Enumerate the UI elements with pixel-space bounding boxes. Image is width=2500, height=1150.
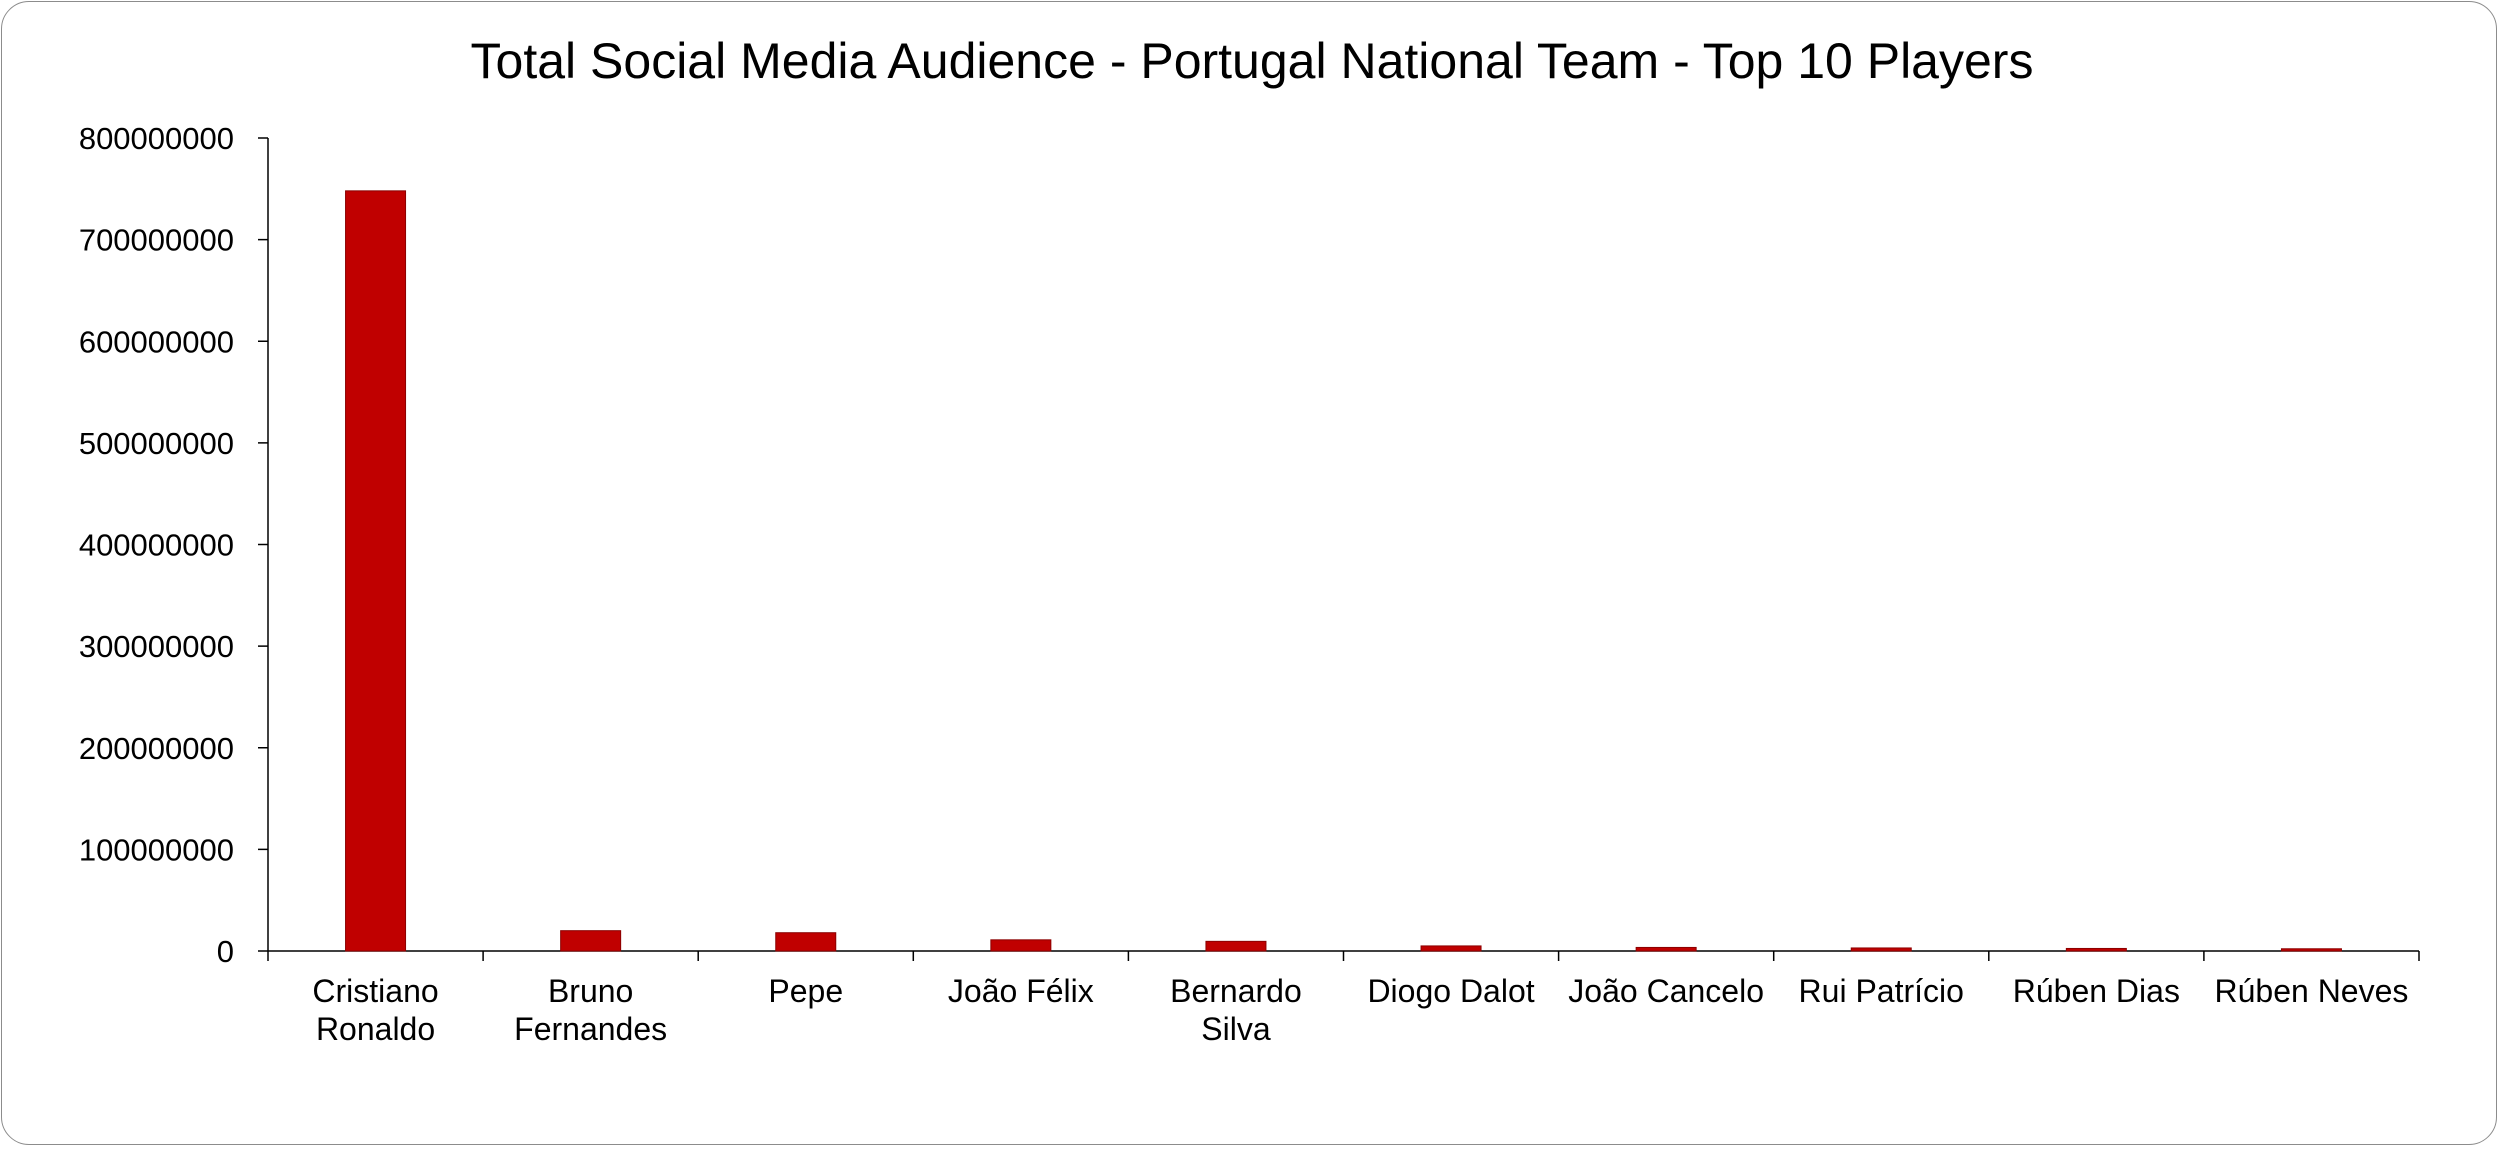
chart-title: Total Social Media Audience - Portugal N… bbox=[471, 33, 2034, 89]
x-category-label: Cristiano Ronaldo bbox=[312, 973, 438, 1047]
x-category-label-line: João Félix bbox=[948, 973, 1094, 1009]
x-category-label: Rui Patrício bbox=[1799, 973, 1964, 1009]
x-category-label: João Cancelo bbox=[1568, 973, 1764, 1009]
x-category-label: Bernardo Silva bbox=[1170, 973, 1302, 1047]
x-category-label-line: Fernandes bbox=[514, 1011, 667, 1047]
x-category-label: João Félix bbox=[948, 973, 1094, 1009]
y-tick-label: 700000000 bbox=[79, 223, 234, 258]
bar bbox=[2065, 947, 2127, 952]
x-category-label: Rúben Dias bbox=[2013, 973, 2180, 1009]
bar bbox=[560, 930, 622, 952]
x-category-label-line: Rúben Dias bbox=[2013, 973, 2180, 1009]
x-category-label: Pepe bbox=[768, 973, 843, 1009]
y-axis: 0 100000000 200000000 300000000 400000000 500… bbox=[79, 121, 269, 969]
bar bbox=[990, 939, 1052, 952]
x-category-label-line: Silva bbox=[1201, 1011, 1271, 1047]
bar bbox=[345, 190, 407, 952]
x-category-label-line: Rui Patrício bbox=[1799, 973, 1964, 1009]
bar bbox=[1205, 940, 1267, 952]
x-category-label-line: Bernardo bbox=[1170, 973, 1302, 1009]
y-tick-label: 100000000 bbox=[79, 832, 234, 867]
bars bbox=[345, 190, 2342, 952]
x-category-label-line: João Cancelo bbox=[1568, 973, 1764, 1009]
x-category-label: Rúben Neves bbox=[2215, 973, 2409, 1009]
y-tick-label: 400000000 bbox=[79, 528, 234, 563]
x-category-label-line: Rúben Neves bbox=[2215, 973, 2409, 1009]
x-category-label-line: Bruno bbox=[548, 973, 633, 1009]
x-category-label-line: Diogo Dalot bbox=[1367, 973, 1534, 1009]
y-tick-label: 500000000 bbox=[79, 426, 234, 461]
bar bbox=[1420, 945, 1482, 952]
bar bbox=[775, 932, 837, 952]
x-category-label: Bruno Fernandes bbox=[514, 973, 667, 1047]
x-category-label-line: Pepe bbox=[768, 973, 843, 1009]
y-tick-label: 200000000 bbox=[79, 731, 234, 766]
y-tick-label: 0 bbox=[217, 934, 234, 969]
y-tick-label: 300000000 bbox=[79, 629, 234, 664]
x-category-label-line: Cristiano bbox=[312, 973, 438, 1009]
bar bbox=[1635, 946, 1697, 952]
x-category-label: Diogo Dalot bbox=[1367, 973, 1534, 1009]
y-tick-label: 800000000 bbox=[79, 121, 234, 156]
bar bbox=[2280, 948, 2342, 952]
category-labels: Cristiano Ronaldo Bruno Fernandes Pepe João F… bbox=[312, 973, 2408, 1047]
x-category-label-line: Ronaldo bbox=[316, 1011, 435, 1047]
x-axis bbox=[267, 950, 2420, 961]
bar bbox=[1850, 947, 1912, 952]
y-tick-label: 600000000 bbox=[79, 324, 234, 359]
